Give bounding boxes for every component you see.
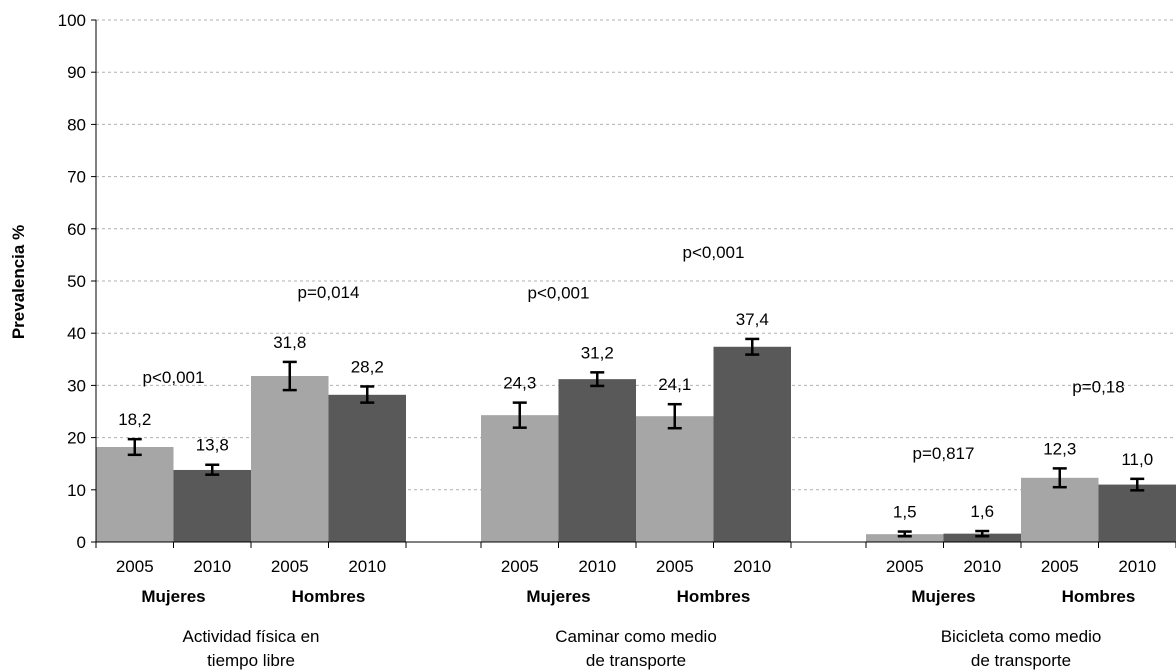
category-label: tiempo libre xyxy=(207,651,295,670)
y-tick-label: 30 xyxy=(67,376,86,395)
p-value-label: p=0,18 xyxy=(1072,377,1124,396)
p-value-label: p=0,014 xyxy=(298,283,360,302)
x-tick-label: 2005 xyxy=(886,557,924,576)
bar xyxy=(96,446,174,542)
y-tick-label: 20 xyxy=(67,429,86,448)
category-label: de transporte xyxy=(586,651,686,670)
p-value-label: p<0,001 xyxy=(683,243,745,262)
x-tick-label: 2005 xyxy=(501,557,539,576)
data-label: 24,3 xyxy=(503,374,536,393)
bars xyxy=(96,337,1176,542)
x-tick-label: 2010 xyxy=(578,557,616,576)
p-value-label: p<0,001 xyxy=(528,283,590,302)
axes xyxy=(91,19,1176,548)
sex-label: Mujeres xyxy=(911,587,975,606)
x-tick-label: 2010 xyxy=(348,557,386,576)
data-label: 11,0 xyxy=(1121,450,1153,469)
data-label: 1,6 xyxy=(970,502,994,521)
p-value-label: p=0,817 xyxy=(913,444,975,463)
category-label: Bicicleta como medio xyxy=(941,627,1102,646)
y-axis-label: Prevalencia % xyxy=(9,225,28,339)
bar xyxy=(866,534,944,542)
data-label: 31,8 xyxy=(273,333,306,352)
y-tick-label: 100 xyxy=(58,11,86,30)
x-tick-label: 2010 xyxy=(193,557,231,576)
bar xyxy=(173,469,251,542)
data-label: 37,4 xyxy=(736,310,769,329)
x-tick-label: 2005 xyxy=(116,557,154,576)
bar xyxy=(481,415,559,542)
y-tick-label: 10 xyxy=(67,481,86,500)
x-tick-label: 2005 xyxy=(271,557,309,576)
y-tick-label: 80 xyxy=(67,115,86,134)
bar xyxy=(943,533,1021,542)
bar xyxy=(558,379,636,542)
sex-label: Mujeres xyxy=(526,587,590,606)
data-label: 1,5 xyxy=(893,503,917,522)
bar xyxy=(251,376,329,542)
data-label: 31,2 xyxy=(581,343,614,362)
data-label: 24,1 xyxy=(658,375,691,394)
data-label: 13,8 xyxy=(196,436,229,455)
x-tick-label: 2005 xyxy=(656,557,694,576)
x-tick-label: 2010 xyxy=(733,557,771,576)
category-label: Caminar como medio xyxy=(555,627,717,646)
sex-label: Hombres xyxy=(1062,587,1136,606)
x-tick-label: 2010 xyxy=(963,557,1001,576)
y-tick-label: 70 xyxy=(67,168,86,187)
y-tick-label: 50 xyxy=(67,272,86,291)
sex-label: Hombres xyxy=(292,587,366,606)
category-label: Actividad física en xyxy=(182,627,319,646)
x-tick-label: 2005 xyxy=(1041,557,1079,576)
data-label: 18,2 xyxy=(118,410,151,429)
bar xyxy=(1098,484,1176,542)
y-tick-label: 40 xyxy=(67,324,86,343)
x-tick-label: 2010 xyxy=(1118,557,1156,576)
y-tick-label: 90 xyxy=(67,63,86,82)
bar xyxy=(1021,477,1099,542)
category-label: de transporte xyxy=(971,651,1071,670)
y-tick-label: 0 xyxy=(77,533,86,552)
p-value-label: p<0,001 xyxy=(143,368,205,387)
sex-label: Mujeres xyxy=(141,587,205,606)
labels: 0 10 20 30 40 50 60 70 80 90 100 18,2 2005 13,8 2010 p<… xyxy=(58,11,1157,670)
bar xyxy=(713,346,791,542)
bar xyxy=(636,416,714,542)
bar xyxy=(328,394,406,542)
data-label: 28,2 xyxy=(351,357,384,376)
y-tick-label: 60 xyxy=(67,220,86,239)
data-label: 12,3 xyxy=(1043,439,1076,458)
sex-label: Hombres xyxy=(677,587,751,606)
